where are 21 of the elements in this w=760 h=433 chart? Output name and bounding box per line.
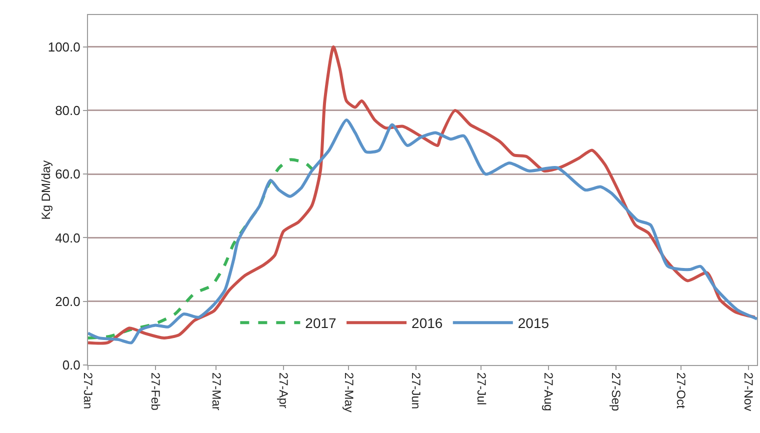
x-tick-label: 27-Jun	[409, 372, 424, 410]
y-axis-title: Kg DM/day	[39, 160, 54, 220]
x-tick-label: 27-Aug	[542, 372, 556, 412]
x-tick-label: 27-Nov	[741, 372, 756, 412]
x-tick-label: 27-Sep	[608, 372, 623, 412]
x-tick-label: 27-Apr	[276, 372, 291, 408]
y-tick-label: 80.0	[55, 103, 80, 118]
x-tick-label: 27-Feb	[148, 372, 162, 411]
x-tick-label: 27-Oct	[674, 372, 688, 410]
x-tick-label: 27-Mar	[209, 372, 224, 410]
y-tick-label: 0.0	[62, 358, 80, 373]
x-tick-label: 27-Jan	[81, 372, 96, 410]
y-tick-label: 20.0	[55, 294, 80, 309]
y-tick-label: 100.0	[48, 39, 80, 54]
legend-label: 2016	[412, 315, 443, 332]
x-tick-label: 27-Jul	[474, 372, 488, 406]
x-tick-label: 27-May	[342, 372, 356, 412]
legend-label: 2015	[518, 315, 550, 332]
y-tick-label: 40.0	[55, 230, 80, 246]
y-tick-label: 60.0	[55, 166, 80, 182]
legend-label: 2017	[305, 315, 337, 332]
